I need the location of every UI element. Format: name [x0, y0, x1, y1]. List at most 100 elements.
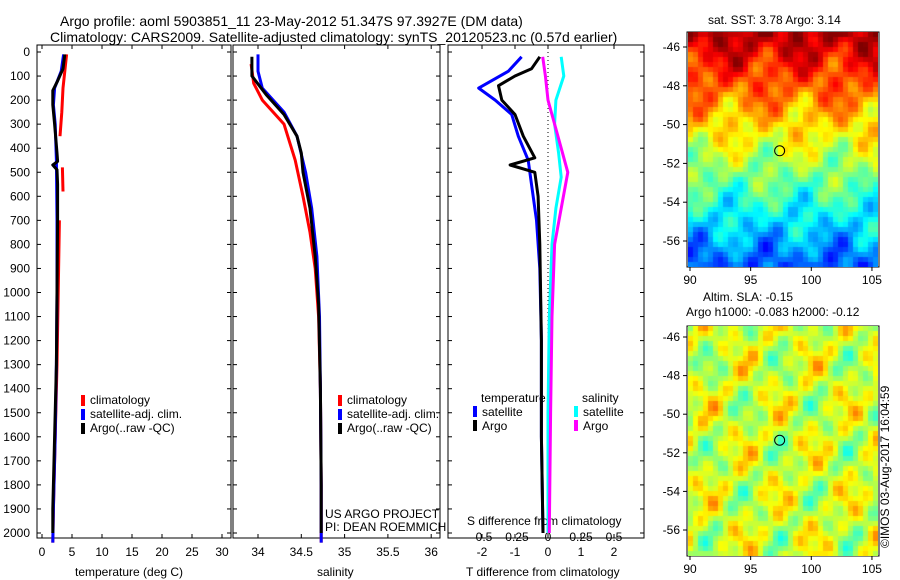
legend-satellite-adj: satellite-adj. clim. — [347, 407, 439, 421]
legend-t-satellite: satellite — [482, 405, 523, 419]
temperature-xlabel: temperature (deg C) — [75, 565, 183, 579]
x-tick-label: 34 — [251, 545, 265, 559]
s-tick-label: -0.5 — [472, 530, 493, 544]
plot-frame — [232, 44, 441, 539]
x-tick-label: 20 — [155, 545, 169, 559]
series-line-t-argo — [497, 55, 545, 534]
y-tick-label: 1600 — [3, 430, 30, 444]
x-tick-label: 35.5 — [376, 545, 400, 559]
y-tick-label: 900 — [10, 261, 30, 275]
x-tick-label: -1 — [510, 545, 521, 559]
x-tick-label: 35 — [338, 545, 352, 559]
x-tick-label: 36 — [425, 545, 439, 559]
y-tick-label: 700 — [10, 213, 30, 227]
legend-swatch-satellite — [81, 409, 85, 420]
x-tick-label: 1 — [578, 545, 585, 559]
map-x-tick-label: 105 — [862, 562, 882, 576]
y-tick-label: 200 — [10, 93, 30, 107]
legend-swatch-s-argo — [574, 420, 578, 431]
difference-panel: T difference from climatology S differen… — [447, 44, 645, 579]
series-line-climatology-b — [60, 167, 65, 192]
map-y-tick-label: -52 — [663, 156, 681, 170]
legend-satellite-adj: satellite-adj. clim. — [90, 407, 182, 421]
map-y-tick-label: -46 — [663, 330, 681, 344]
series-line-argo — [51, 54, 67, 533]
legend-salinity-header: salinity — [582, 391, 619, 405]
x-tick-label: 25 — [185, 545, 199, 559]
y-tick-label: 1300 — [3, 358, 30, 372]
y-tick-label: 1800 — [3, 478, 30, 492]
s-tick-label: 0.5 — [606, 530, 623, 544]
legend-s-argo: Argo — [583, 419, 609, 433]
plot-frame — [447, 44, 645, 539]
legend-swatch-s-satellite — [574, 406, 578, 417]
map-x-tick-label: 105 — [862, 273, 882, 287]
map-y-tick-label: -48 — [663, 79, 681, 93]
legend-swatch-climatology — [338, 395, 342, 406]
sla-map-title2: Argo h1000: -0.083 h2000: -0.12 — [686, 305, 860, 319]
y-tick-label: 100 — [10, 69, 30, 83]
map-y-tick-label: -54 — [663, 484, 681, 498]
s-tick-label: 0 — [545, 530, 552, 544]
s-tick-label: 0.25 — [569, 530, 593, 544]
x-tick-label: 15 — [125, 545, 139, 559]
map-x-tick-label: 90 — [683, 562, 697, 576]
sla-map-title1: Altim. SLA: -0.15 — [703, 290, 793, 304]
title-line2: Climatology: CARS2009. Satellite-adjuste… — [50, 29, 617, 45]
map-y-tick-label: -50 — [663, 118, 681, 132]
legend-swatch-t-argo — [473, 420, 477, 431]
y-tick-label: 1900 — [3, 502, 30, 516]
map-x-tick-label: 100 — [801, 562, 821, 576]
legend-climatology: climatology — [347, 393, 407, 407]
x-tick-label: -2 — [477, 545, 488, 559]
map-y-tick-label: -50 — [663, 407, 681, 421]
y-tick-label: 400 — [10, 141, 30, 155]
watermark: ©IMOS 03-Aug-2017 16:04:59 — [878, 385, 892, 548]
y-tick-label: 500 — [10, 165, 30, 179]
salinity-xlabel: salinity — [317, 565, 354, 579]
x-tick-label: 10 — [95, 545, 109, 559]
sst-map-title: sat. SST: 3.78 Argo: 3.14 — [708, 13, 841, 27]
map-x-tick-label: 90 — [683, 273, 697, 287]
legend-swatch-satellite — [338, 409, 342, 420]
x-tick-label: 30 — [215, 545, 229, 559]
y-tick-label: 1200 — [3, 334, 30, 348]
y-tick-label: 1000 — [3, 286, 30, 300]
legend-argo: Argo(..raw -QC) — [90, 421, 175, 435]
float-location-marker — [774, 145, 786, 157]
legend-swatch-climatology — [81, 395, 85, 406]
y-tick-label: 1400 — [3, 382, 30, 396]
map-x-tick-label: 95 — [744, 562, 758, 576]
y-tick-label: 1700 — [3, 454, 30, 468]
sla-map-image — [688, 326, 878, 556]
map-y-tick-label: -54 — [663, 195, 681, 209]
x-tick-label: 0 — [39, 545, 46, 559]
legend-argo: Argo(..raw -QC) — [347, 421, 432, 435]
s-tick-label: -0.25 — [501, 530, 529, 544]
title-line1: Argo profile: aoml 5903851_11 23-May-201… — [60, 13, 523, 29]
y-tick-label: 1100 — [4, 310, 30, 324]
t-diff-xlabel: T difference from climatology — [466, 565, 620, 579]
legend-swatch-t-satellite — [473, 406, 477, 417]
legend-swatch-argo — [338, 423, 342, 434]
y-tick-label: 600 — [10, 189, 30, 203]
series-line-s-argo — [541, 56, 570, 534]
sst-map-image — [688, 32, 878, 267]
y-tick-label: 300 — [10, 117, 30, 131]
map-x-tick-label: 100 — [801, 273, 821, 287]
x-tick-label: 0 — [545, 545, 552, 559]
temperature-panel: temperature (deg C) climatology satellit… — [3, 44, 232, 579]
map-y-tick-label: -48 — [663, 369, 681, 383]
map-y-tick-label: -52 — [663, 446, 681, 460]
x-tick-label: 2 — [611, 545, 618, 559]
map-y-tick-label: -56 — [663, 234, 681, 248]
x-tick-label: 5 — [69, 545, 76, 559]
legend-temperature-header: temperature — [481, 391, 546, 405]
plot-frame — [36, 44, 232, 539]
series-line-climatology — [58, 54, 69, 137]
legend-s-satellite: satellite — [583, 405, 624, 419]
credit-line2: PI: DEAN ROEMMICH — [325, 520, 446, 534]
y-tick-label: 1500 — [3, 406, 30, 420]
y-tick-label: 800 — [10, 237, 30, 251]
